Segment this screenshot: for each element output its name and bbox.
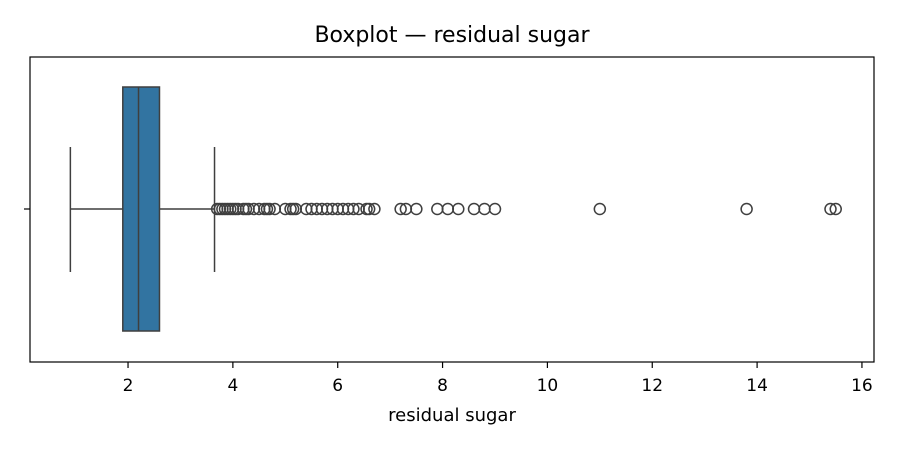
x-tick-label-6: 6 xyxy=(332,376,343,396)
x-axis-ticks: 2 4 6 8 10 12 14 16 xyxy=(123,362,873,396)
outlier-point xyxy=(347,202,360,216)
outlier-point xyxy=(488,202,502,216)
outlier-point xyxy=(368,202,381,216)
x-tick-label-4: 4 xyxy=(227,376,238,396)
outlier-points xyxy=(210,202,842,216)
iqr-box xyxy=(122,86,161,332)
outlier-point xyxy=(593,202,607,216)
chart-title: Boxplot — residual sugar xyxy=(314,23,590,48)
x-axis-label: residual sugar xyxy=(388,405,516,426)
outlier-point xyxy=(467,202,481,216)
x-tick-label-14: 14 xyxy=(746,376,768,396)
outlier-point xyxy=(441,202,455,216)
outlier-point xyxy=(263,202,276,216)
x-tick-label-10: 10 xyxy=(537,376,559,396)
outlier-point xyxy=(452,202,465,216)
outlier-point xyxy=(478,202,491,216)
outlier-point xyxy=(829,202,842,216)
outlier-point xyxy=(824,202,837,216)
box-group xyxy=(69,86,216,332)
x-tick-label-2: 2 xyxy=(123,376,134,396)
x-tick-label-12: 12 xyxy=(641,376,663,396)
x-tick-label-16: 16 xyxy=(851,376,873,396)
outlier-point xyxy=(286,202,300,216)
outlier-point xyxy=(431,202,444,216)
x-tick-label-8: 8 xyxy=(437,376,448,396)
outlier-point xyxy=(410,202,423,216)
outlier-point xyxy=(394,202,407,216)
outlier-point xyxy=(740,202,753,216)
outlier-point xyxy=(362,202,376,216)
